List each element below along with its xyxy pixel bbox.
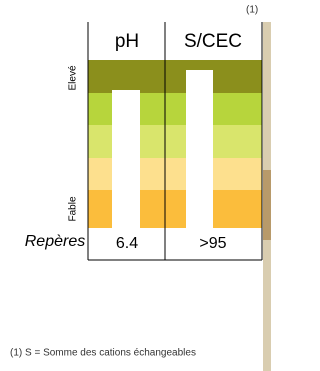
page: (1) pH S/CEC Elevé Fable Repères 6.4 >95… [0,0,271,371]
bar [186,70,213,228]
band [88,60,262,93]
value-label: >95 [199,235,226,252]
screen: (1) pH S/CEC Elevé Fable Repères 6.4 >95… [0,0,271,371]
axis-label: Elevé [68,65,79,90]
footnote: (1) S = Somme des cations échangeables [10,348,196,359]
axis-label: Fable [68,196,79,221]
column-header: pH [115,31,139,52]
value-label: 6.4 [116,235,138,252]
bar [112,90,140,228]
column-header: S/CEC [184,31,242,52]
photo-edge [263,170,271,240]
row-label: Repères [25,233,85,250]
top-note: (1) [246,5,258,16]
